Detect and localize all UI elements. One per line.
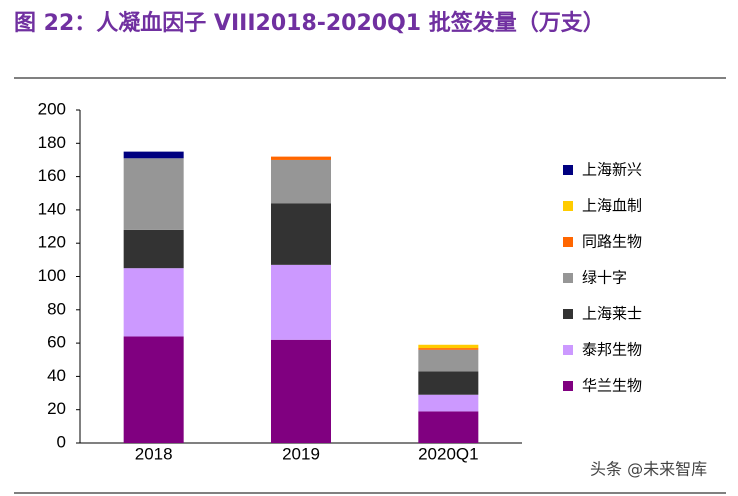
bar-segment	[418, 344, 479, 349]
legend-label: 上海莱士	[582, 305, 642, 323]
bar-segment	[271, 339, 331, 443]
bar-segment	[418, 348, 479, 350]
y-tick-label: 160	[38, 166, 66, 185]
legend-swatch	[563, 237, 573, 247]
legend-label: 上海新兴	[582, 161, 642, 179]
y-tick-label: 0	[57, 432, 66, 451]
bar-segment	[418, 394, 479, 412]
y-tick-label: 100	[38, 266, 66, 285]
legend-swatch	[563, 345, 573, 355]
bar-segment	[123, 336, 184, 443]
bar-segment	[271, 159, 331, 204]
legend-label: 上海血制	[582, 197, 642, 215]
legend-label: 绿十字	[582, 269, 627, 287]
legend-swatch	[563, 201, 573, 211]
chart-title: 图 22：人凝血因子 VIII2018-2020Q1 批签发量（万支）	[14, 10, 605, 36]
y-tick-label: 60	[47, 333, 66, 352]
y-tick-label: 120	[38, 233, 66, 252]
bar-segment	[418, 349, 479, 372]
bar-segment	[123, 151, 184, 159]
watermark: 头条 @未来智库	[590, 460, 707, 479]
y-tick-label: 200	[38, 99, 66, 118]
legend-label: 泰邦生物	[582, 341, 642, 359]
legend-label: 同路生物	[582, 233, 642, 251]
bar-segment	[271, 156, 331, 160]
legend-label: 华兰生物	[582, 377, 642, 395]
bar-segment	[123, 229, 184, 269]
x-tick-label: 2020Q1	[418, 444, 479, 463]
legend-swatch	[563, 309, 573, 319]
y-tick-label: 40	[47, 366, 66, 385]
bar-segment	[418, 411, 479, 443]
y-tick-label: 20	[47, 399, 66, 418]
legend-swatch	[563, 165, 573, 175]
x-tick-label: 2019	[282, 444, 320, 463]
bar-segment	[271, 203, 331, 265]
bar-segment	[271, 264, 331, 340]
legend-swatch	[563, 381, 573, 391]
bar-segment	[123, 158, 184, 230]
y-tick-label: 180	[38, 133, 66, 152]
legend-swatch	[563, 273, 573, 283]
x-tick-label: 2018	[135, 444, 173, 463]
bar-segment	[418, 371, 479, 395]
y-tick-label: 80	[47, 299, 66, 318]
y-tick-label: 140	[38, 199, 66, 218]
bar-segment	[123, 268, 184, 337]
